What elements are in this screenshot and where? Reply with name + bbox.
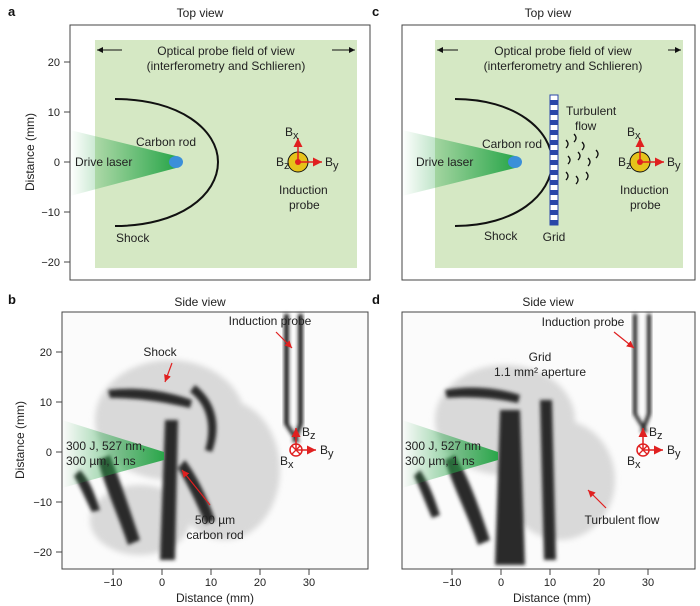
- svg-text:By: By: [667, 443, 681, 460]
- panel-letter-c: c: [372, 4, 379, 19]
- panel-d-x-ticks: −10 0 10 20 30: [443, 569, 654, 589]
- panel-letter-d: d: [372, 292, 380, 307]
- turbulent-flow-label: flow: [575, 119, 597, 133]
- panel-letter-b: b: [8, 292, 16, 307]
- shock-label: Shock: [116, 231, 150, 245]
- pointer-arrow: [164, 362, 173, 383]
- x-tick-label: 30: [303, 577, 315, 589]
- x-tick-label: 20: [254, 577, 266, 589]
- panel-b-y-ticks: 20 10 0 −10 −20: [33, 347, 62, 559]
- panel-c-title: Top view: [525, 6, 572, 20]
- panel-c: c Top view Optical probe field of view (…: [372, 4, 696, 281]
- carbon-rod-label: Carbon rod: [136, 135, 196, 149]
- x-tick-label: 10: [544, 577, 556, 589]
- panel-a-y-ticks: 20 10 0 −10 −20: [41, 57, 70, 269]
- laser-spec-label: 300 J, 527 nm,: [66, 439, 145, 453]
- induction-probe-label: probe: [289, 198, 320, 212]
- x-tick-label: 0: [498, 577, 504, 589]
- y-tick-label: 0: [46, 447, 52, 459]
- probe-field-icon: Bz By Bx: [627, 425, 681, 471]
- laser-spec-label: 300 J, 527 nm: [405, 439, 481, 453]
- laser-spec-label: 300 µm, 1 ns: [405, 454, 475, 468]
- panel-d-xlabel: Distance (mm): [513, 591, 591, 605]
- grid-structure: [549, 94, 559, 226]
- carbon-rod: [169, 156, 183, 168]
- panel-a-ylabel: Distance (mm): [23, 113, 37, 191]
- svg-text:Bz: Bz: [618, 155, 632, 172]
- svg-text:By: By: [667, 155, 681, 172]
- svg-text:Bz: Bz: [649, 425, 663, 442]
- grid-label: Grid: [529, 350, 552, 364]
- grid-label: Grid: [543, 230, 566, 244]
- induction-probe-icon: Bx By Bz: [618, 125, 681, 173]
- panel-b-ylabel: Distance (mm): [13, 401, 27, 479]
- y-tick-label: −20: [41, 257, 60, 269]
- carbon-rod-label: carbon rod: [186, 528, 243, 542]
- fov-sublabel: (interferometry and Schlieren): [484, 59, 643, 73]
- y-tick-label: 20: [48, 57, 60, 69]
- turbulent-flow-label: Turbulent flow: [585, 513, 660, 527]
- drive-laser-beam: [62, 420, 164, 488]
- svg-text:By: By: [320, 443, 334, 460]
- y-tick-label: 20: [40, 347, 52, 359]
- x-tick-label: 30: [642, 577, 654, 589]
- induction-probe-label: Induction: [279, 183, 328, 197]
- fov-label: Optical probe field of view: [157, 44, 295, 58]
- pointer-arrow: [181, 469, 211, 506]
- induction-probe-label: Induction probe: [542, 315, 625, 329]
- x-tick-label: −10: [104, 577, 123, 589]
- carbon-rod: [508, 156, 522, 168]
- shock-label: Shock: [484, 229, 518, 243]
- y-tick-label: −10: [41, 207, 60, 219]
- induction-probe-label: probe: [630, 198, 661, 212]
- x-tick-label: 0: [159, 577, 165, 589]
- panel-a-title: Top view: [177, 6, 224, 20]
- panel-a: a Top view 20 10 0 −10 −20 Distance (mm)…: [8, 4, 371, 281]
- carbon-rod-label: 500 µm: [195, 513, 235, 527]
- panel-b-xlabel: Distance (mm): [176, 591, 254, 605]
- grid-label: 1.1 mm² aperture: [494, 365, 586, 379]
- y-tick-label: −10: [33, 497, 52, 509]
- svg-text:Bx: Bx: [627, 454, 641, 471]
- probe-field-icon: Bz By Bx: [280, 425, 334, 471]
- svg-text:Bx: Bx: [627, 125, 641, 142]
- svg-text:Bz: Bz: [302, 425, 316, 442]
- drive-laser-label: Drive laser: [75, 155, 132, 169]
- pointer-arrow: [613, 331, 635, 349]
- svg-text:Bz: Bz: [276, 155, 290, 172]
- laser-spec-label: 300 µm, 1 ns: [66, 454, 136, 468]
- x-tick-label: 10: [205, 577, 217, 589]
- pointer-arrow: [275, 331, 293, 349]
- panel-b-x-ticks: −10 0 10 20 30: [104, 569, 315, 589]
- panel-b-title: Side view: [174, 295, 226, 309]
- turbulent-flow-marks: [565, 133, 599, 185]
- drive-laser-label: Drive laser: [416, 155, 473, 169]
- pointer-arrow: [587, 489, 607, 509]
- induction-probe-label: Induction probe: [229, 314, 312, 328]
- svg-text:Bx: Bx: [285, 125, 299, 142]
- x-tick-label: −10: [443, 577, 462, 589]
- y-tick-label: 10: [48, 107, 60, 119]
- shock-arc: [114, 98, 220, 227]
- shock-label: Shock: [143, 345, 177, 359]
- fov-label: Optical probe field of view: [494, 44, 632, 58]
- induction-probe-icon: Bx By Bz: [276, 125, 339, 173]
- svg-text:By: By: [325, 155, 339, 172]
- panel-b: b Side view: [8, 292, 369, 605]
- x-tick-label: 20: [593, 577, 605, 589]
- turbulent-flow-label: Turbulent: [566, 104, 617, 118]
- y-tick-label: 0: [54, 157, 60, 169]
- panel-letter-a: a: [8, 4, 16, 19]
- drive-laser-beam: [402, 130, 515, 196]
- induction-probe-label: Induction: [620, 183, 669, 197]
- svg-text:Bx: Bx: [280, 454, 294, 471]
- drive-laser-beam: [402, 420, 498, 488]
- y-tick-label: 10: [40, 397, 52, 409]
- drive-laser-beam: [70, 130, 176, 196]
- panel-d: d Side view: [372, 292, 696, 605]
- panel-d-title: Side view: [522, 295, 574, 309]
- y-tick-label: −20: [33, 547, 52, 559]
- carbon-rod-label: Carbon rod: [482, 137, 542, 151]
- fov-sublabel: (interferometry and Schlieren): [147, 59, 306, 73]
